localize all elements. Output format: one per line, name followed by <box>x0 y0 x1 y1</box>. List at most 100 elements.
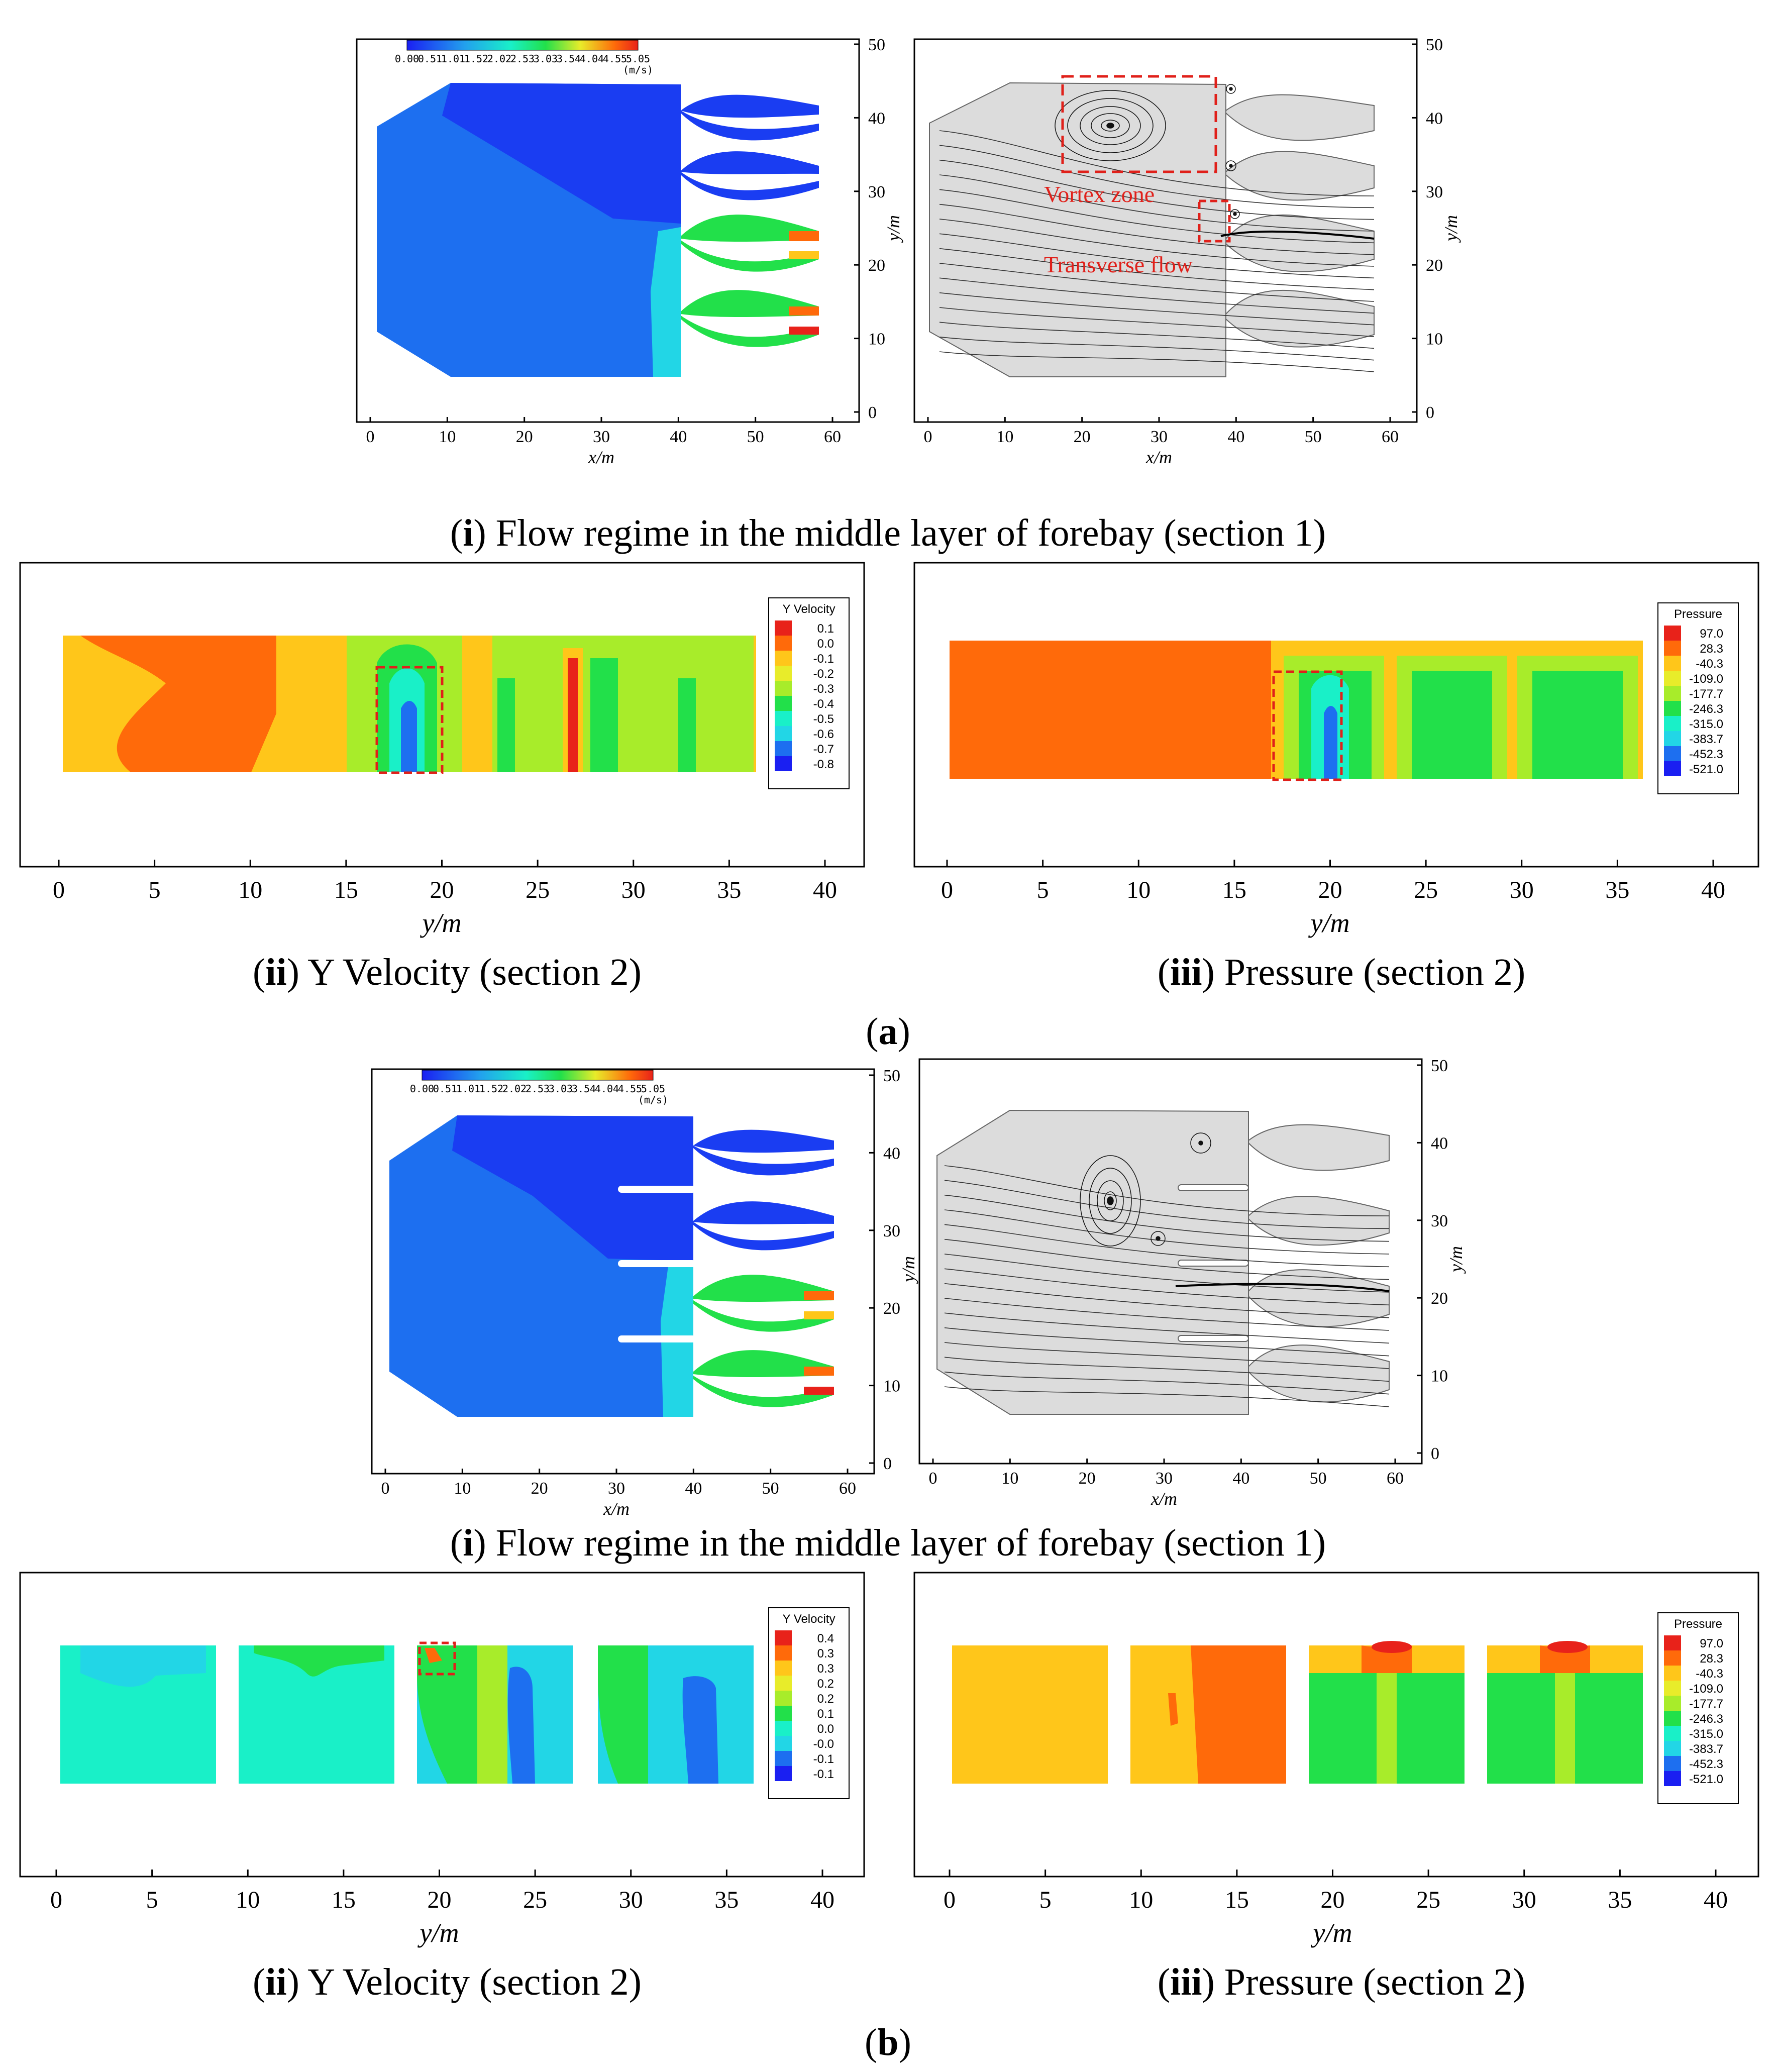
legend-title: Pressure <box>1674 607 1722 621</box>
legend-value: 28.3 <box>1700 642 1723 656</box>
x-tick-label: 10 <box>1129 1887 1153 1913</box>
colorbar-tick-label: 5.05 <box>626 53 650 65</box>
legend-value: 0.1 <box>817 622 834 636</box>
streamline <box>939 174 1375 232</box>
x-tick-label: 40 <box>670 428 687 446</box>
legend-value: -0.6 <box>813 728 834 741</box>
caption-b-ii: (ii) Y Velocity (section 2) <box>253 1961 642 2003</box>
streamline <box>939 322 1375 349</box>
streamline <box>939 263 1375 302</box>
x-tick-label: 25 <box>1414 877 1438 903</box>
streamline <box>944 1357 1390 1382</box>
streamline <box>939 307 1375 337</box>
y-tick-label: 40 <box>1431 1134 1448 1153</box>
x-tick-label: 60 <box>824 428 841 446</box>
legend-swatch <box>775 1630 792 1645</box>
vortex-zone-box <box>1061 75 1217 173</box>
legend-swatch <box>775 1751 792 1766</box>
legend-value: 0.0 <box>817 1722 834 1736</box>
y-tick-label: 10 <box>1426 330 1443 349</box>
streamline <box>944 1165 1390 1216</box>
y-tick-label: 50 <box>868 36 885 54</box>
streamline <box>939 233 1375 279</box>
colorbar-tick-label: 2.02 <box>487 53 511 65</box>
colorbar-unit: (m/s) <box>638 1094 668 1106</box>
yvel-highlight-box <box>375 666 444 774</box>
legend-value: -177.7 <box>1689 687 1723 701</box>
x-tick-label: 20 <box>1079 1469 1096 1488</box>
colorbar-tick-label: 3.54 <box>572 1083 596 1095</box>
legend-swatch <box>775 711 792 726</box>
legend-swatch <box>1664 671 1681 686</box>
legend-value: -0.4 <box>813 697 834 711</box>
caption-b-iii: (iii) Pressure (section 2) <box>1157 1961 1526 2003</box>
x-tick-label: 25 <box>526 877 550 903</box>
colorbar-tick-label: 1.01 <box>441 53 465 65</box>
legend-value: 97.0 <box>1700 627 1723 641</box>
legend-swatch <box>1664 716 1681 731</box>
x-tick-label: 20 <box>428 1887 452 1913</box>
legend-swatch <box>775 1706 792 1721</box>
legend-swatch <box>1664 746 1681 761</box>
x-tick-label: 50 <box>1310 1469 1327 1488</box>
inlet-cyan-zone <box>651 227 681 377</box>
legend-value: -383.7 <box>1689 1742 1723 1756</box>
legend-swatch <box>775 1721 792 1736</box>
x-axis-label: x/m <box>1145 447 1172 467</box>
legend-swatch <box>1664 1650 1681 1666</box>
y-axis-label: y/m <box>898 1256 918 1284</box>
legend-value: 0.2 <box>817 1692 834 1706</box>
y-axis-label: y/m <box>1441 215 1461 243</box>
caption-a-i: (i) Flow regime in the middle layer of f… <box>450 512 1326 554</box>
legend-value: -383.7 <box>1689 733 1723 746</box>
vortex-zone-label: Vortex zone <box>1044 181 1155 207</box>
legend-swatch <box>775 696 792 711</box>
legend-swatch <box>775 681 792 696</box>
legend-value: -315.0 <box>1689 1727 1723 1741</box>
x-tick-label: 5 <box>149 877 161 903</box>
legend-swatch <box>775 1676 792 1691</box>
y-tick-label: 50 <box>883 1067 900 1085</box>
legend-swatch <box>1664 1741 1681 1756</box>
legend-value: -315.0 <box>1689 717 1723 731</box>
legend-swatch <box>1664 1696 1681 1711</box>
x-tick-label: 60 <box>839 1479 856 1498</box>
vortex-cores-b <box>1080 1132 1211 1247</box>
y-tick-label: 10 <box>1431 1367 1448 1386</box>
legend-value: -0.1 <box>813 652 834 666</box>
streamline <box>939 219 1375 267</box>
legend-swatch <box>775 726 792 741</box>
legend-swatch <box>775 651 792 666</box>
streamline <box>944 1209 1390 1255</box>
legend-swatch <box>775 620 792 636</box>
transverse-flow-label: Transverse flow <box>1044 252 1193 277</box>
x-tick-label: 40 <box>813 877 837 903</box>
streamline <box>939 203 1375 255</box>
panel-a-yvelocity: Y Velocity 0.1 0.0 -0.1 -0.2 -0.3 -0.4 -0.5 -0.6… <box>15 562 879 940</box>
legend-value: 0.3 <box>817 1647 834 1661</box>
y-tick-label: 0 <box>1426 403 1434 422</box>
y-tick-label: 30 <box>1431 1212 1448 1230</box>
streamline <box>939 351 1375 372</box>
y-tick-label: 50 <box>1431 1057 1448 1075</box>
x-tick-label: 40 <box>1227 428 1244 446</box>
speed-colorbar: 0.000.511.011.522.022.533.033.544.044.55… <box>395 40 653 76</box>
panel-b-velocity-plan: 0.00 0.51 1.01 1.52 2.02 2.53 3.03 3.54 4.04 4.55… <box>367 1060 918 1519</box>
x-tick-label: 30 <box>619 1887 643 1913</box>
caption-a-ii: (ii) Y Velocity (section 2) <box>253 951 642 993</box>
legend-swatch <box>775 1766 792 1781</box>
x-tick-label: 50 <box>762 1479 779 1498</box>
legend-swatch <box>1664 761 1681 776</box>
legend-value: -0.5 <box>813 712 834 726</box>
x-axis-label: y/m <box>420 908 462 938</box>
caption-a-iii: (iii) Pressure (section 2) <box>1157 951 1526 993</box>
x-tick-label: 25 <box>523 1887 547 1913</box>
streamline <box>944 1268 1390 1306</box>
streamline <box>939 292 1375 326</box>
legend-swatch <box>775 1691 792 1706</box>
colorbar-unit: (m/s) <box>623 64 653 76</box>
x-tick-label: 30 <box>1156 1469 1173 1488</box>
streamline-channels <box>1225 94 1375 348</box>
x-tick-label: 0 <box>366 428 375 446</box>
streamline <box>939 189 1375 244</box>
